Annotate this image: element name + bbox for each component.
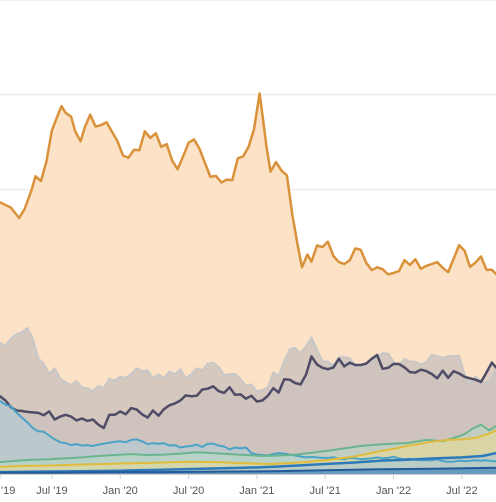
- x-axis-ticks: '19 Jul '19 Jan '20 Jul '20 Jan '21 Jul '21 Ja…: [0, 474, 496, 497]
- series-line-2: [0, 327, 496, 393]
- x-tick-label: Jul '20: [173, 485, 204, 497]
- x-tick-label: Jul '19: [36, 485, 67, 497]
- x-tick-label: '19: [1, 485, 15, 497]
- series-areas: [0, 93, 496, 475]
- series-line-1: [0, 92, 496, 276]
- series-line-6: [0, 429, 496, 468]
- x-tick-label: Jan '21: [239, 485, 274, 497]
- x-tick-label: Jul '22: [446, 485, 477, 497]
- series-line-3: [0, 353, 496, 430]
- x-tick-label: Jan '22: [376, 485, 411, 497]
- x-tick-label: Jul '21: [309, 485, 340, 497]
- x-tick-label: Jan '20: [103, 485, 138, 497]
- series-line-7: [0, 451, 496, 474]
- series-lines: [0, 92, 496, 474]
- series-line-8: [0, 466, 496, 474]
